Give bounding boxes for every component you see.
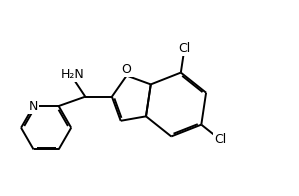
Text: H₂N: H₂N bbox=[61, 68, 85, 81]
Text: O: O bbox=[122, 64, 132, 76]
Text: N: N bbox=[29, 100, 38, 113]
Text: Cl: Cl bbox=[214, 133, 226, 146]
Text: Cl: Cl bbox=[178, 42, 190, 55]
